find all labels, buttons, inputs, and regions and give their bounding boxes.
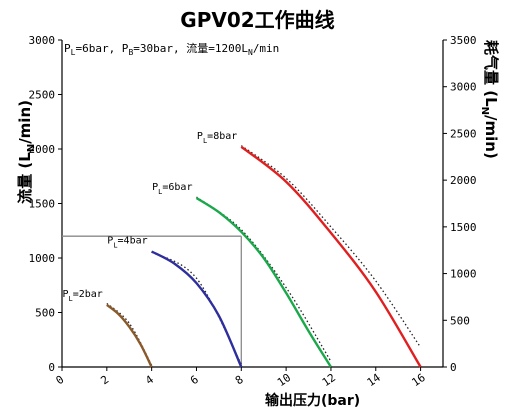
consumption-line-4 bbox=[240, 145, 422, 348]
y-tick-label: 0 bbox=[48, 361, 55, 374]
consumption-line-1 bbox=[106, 302, 153, 366]
x-tick-label: 14 bbox=[365, 371, 384, 389]
flow-line-4 bbox=[240, 145, 422, 368]
y2-tick-label: 0 bbox=[450, 361, 457, 374]
x-tick-label: 2 bbox=[98, 373, 111, 387]
condition-text: PL=6bar, PB=30bar, 流量=1200LN/min bbox=[64, 42, 280, 58]
consumption-line-3 bbox=[196, 196, 332, 362]
flow-line-1 bbox=[106, 303, 153, 368]
series-label: PL=2bar bbox=[62, 289, 102, 303]
series-label: PL=8bar bbox=[197, 131, 237, 145]
series-label: PL=4bar bbox=[107, 235, 147, 249]
y-tick-label: 2000 bbox=[29, 143, 56, 156]
chart-title: GPV02工作曲线 bbox=[180, 8, 335, 32]
y-tick-label: 3000 bbox=[29, 34, 56, 47]
x-tick-label: 8 bbox=[233, 373, 246, 387]
series-label: PL=6bar bbox=[152, 182, 192, 196]
x-tick-label: 6 bbox=[188, 373, 201, 387]
y2-tick-label: 1000 bbox=[450, 268, 477, 281]
y-tick-label: 1500 bbox=[29, 198, 56, 211]
x-tick-label: 16 bbox=[409, 371, 427, 389]
flow-line-3 bbox=[195, 196, 332, 368]
y2-tick-label: 1500 bbox=[450, 221, 477, 234]
y-tick-label: 2500 bbox=[29, 89, 56, 102]
y2-tick-label: 3500 bbox=[450, 34, 477, 47]
x-tick-label: 10 bbox=[275, 371, 293, 389]
y-tick-label: 1000 bbox=[29, 252, 56, 265]
flow-line-2 bbox=[151, 250, 243, 368]
y2-tick-label: 2500 bbox=[450, 127, 477, 140]
y2-tick-label: 2000 bbox=[450, 174, 477, 187]
y2-tick-label: 500 bbox=[450, 314, 470, 327]
y-tick-label: 500 bbox=[35, 307, 55, 320]
consumption-line-2 bbox=[151, 251, 242, 365]
x-tick-label: 12 bbox=[320, 371, 338, 389]
x-tick-label: 4 bbox=[143, 373, 156, 388]
x-tick-label: 0 bbox=[54, 373, 67, 387]
y2-tick-label: 3000 bbox=[450, 81, 477, 94]
